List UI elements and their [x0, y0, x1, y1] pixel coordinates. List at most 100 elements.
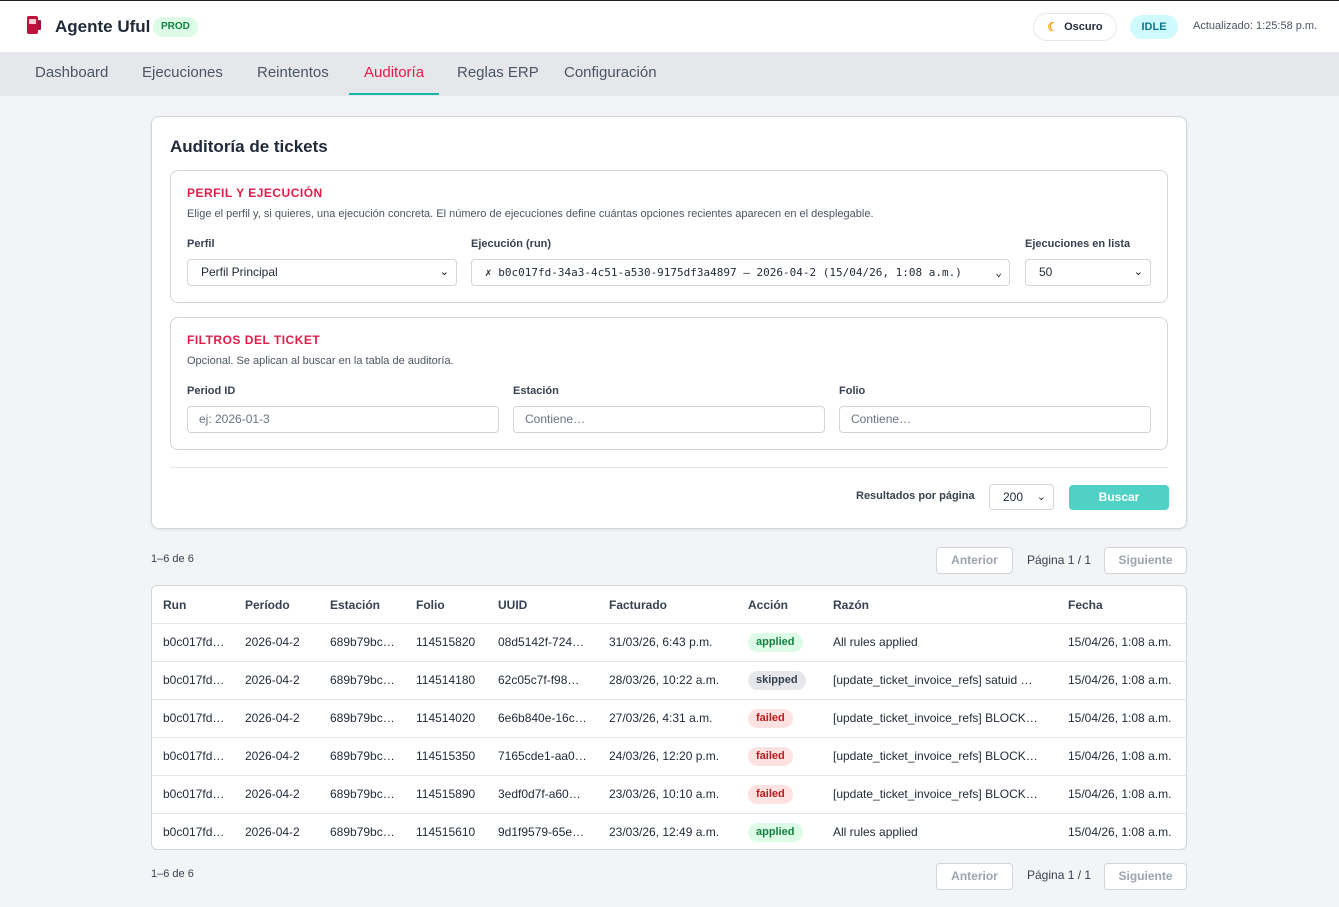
- profile-select[interactable]: Perfil Principal ⌄: [187, 259, 457, 286]
- folio-cell: 114515820: [416, 635, 476, 649]
- action-badge: failed: [748, 785, 793, 804]
- table-row[interactable]: b0c017fd… 2026-04-2 689b79bc… 114514180 62c0…: [152, 661, 1186, 699]
- period-label: Period ID: [187, 385, 236, 397]
- column-header: Run: [163, 598, 187, 612]
- date-cell: 15/04/26, 1:08 a.m.: [1068, 711, 1172, 725]
- tab-configuracion[interactable]: Configuración: [564, 64, 657, 81]
- column-header: Acción: [748, 598, 789, 612]
- prev-page-button[interactable]: Anterior: [936, 547, 1013, 574]
- table-row[interactable]: b0c017fd… 2026-04-2 689b79bc… 114515610 9d1f…: [152, 813, 1186, 849]
- period-cell: 2026-04-2: [245, 711, 300, 725]
- uuid-cell: 62c05c7f-f98…: [498, 673, 580, 687]
- run-select[interactable]: ✗ b0c017fd-34a3-4c51-a530-9175df3a4897 —…: [471, 259, 1010, 286]
- theme-toggle-label: Oscuro: [1064, 21, 1103, 33]
- fuel-pump-icon: [27, 16, 41, 34]
- chevron-down-icon: ⌄: [1036, 491, 1046, 503]
- run-cell: b0c017fd…: [163, 787, 225, 801]
- tab-ejecuciones[interactable]: Ejecuciones: [142, 64, 223, 81]
- tab-reintentos[interactable]: Reintentos: [257, 64, 329, 81]
- next-page-button[interactable]: Siguiente: [1104, 547, 1187, 574]
- action-badge: failed: [748, 747, 793, 766]
- period-input[interactable]: ej: 2026-01-3: [187, 406, 499, 433]
- app-title: Agente Uful: [55, 17, 151, 36]
- column-header: Estación: [330, 598, 381, 612]
- column-header: Folio: [416, 598, 445, 612]
- divider: [170, 467, 1168, 468]
- profile-section-description: Elige el perfil y, si quieres, una ejecu…: [187, 208, 874, 220]
- reason-cell: [update_ticket_invoice_refs] BLOCK…: [833, 787, 1038, 801]
- page-indicator: Página 1 / 1: [1027, 553, 1092, 567]
- table-row[interactable]: b0c017fd… 2026-04-2 689b79bc… 114514020 6e6b…: [152, 699, 1186, 737]
- table-row[interactable]: b0c017fd… 2026-04-2 689b79bc… 114515820 08d5…: [152, 623, 1186, 661]
- search-button[interactable]: Buscar: [1069, 485, 1169, 510]
- reason-cell: All rules applied: [833, 825, 918, 839]
- column-header: Fecha: [1068, 598, 1103, 612]
- invoiced-cell: 28/03/26, 10:22 a.m.: [609, 673, 720, 687]
- folio-cell: 114514020: [416, 711, 476, 725]
- nav-tabs: Dashboard Ejecuciones Reintentos Auditor…: [0, 52, 1339, 96]
- uuid-cell: 7165cde1-aa0…: [498, 749, 587, 763]
- date-cell: 15/04/26, 1:08 a.m.: [1068, 787, 1172, 801]
- period-cell: 2026-04-2: [245, 673, 300, 687]
- folio-input[interactable]: Contiene…: [839, 406, 1151, 433]
- page-indicator: Página 1 / 1: [1027, 868, 1092, 882]
- folio-label: Folio: [839, 385, 866, 397]
- action-badge: skipped: [748, 671, 806, 690]
- audit-table: Run Período Estación Folio UUID Facturad…: [151, 585, 1187, 850]
- station-input[interactable]: Contiene…: [513, 406, 825, 433]
- chevron-down-icon: ⌄: [1133, 266, 1143, 278]
- runs-count-label: Ejecuciones en lista: [1025, 238, 1131, 250]
- prev-page-button[interactable]: Anterior: [936, 863, 1013, 890]
- run-cell: b0c017fd…: [163, 673, 225, 687]
- station-label: Estación: [513, 385, 559, 397]
- column-header: Facturado: [609, 598, 668, 612]
- run-cell: b0c017fd…: [163, 825, 225, 839]
- results-per-page-select[interactable]: 200 ⌄: [989, 484, 1054, 510]
- station-cell: 689b79bc…: [330, 749, 395, 763]
- table-row[interactable]: b0c017fd… 2026-04-2 689b79bc… 114515350 7165…: [152, 737, 1186, 775]
- env-badge: PROD: [153, 17, 198, 37]
- next-page-button[interactable]: Siguiente: [1104, 863, 1187, 890]
- profile-section-title: PERFIL Y EJECUCIÓN: [187, 186, 323, 200]
- date-cell: 15/04/26, 1:08 a.m.: [1068, 749, 1172, 763]
- tab-dashboard[interactable]: Dashboard: [35, 64, 109, 81]
- period-cell: 2026-04-2: [245, 635, 300, 649]
- folio-cell: 114515350: [416, 749, 476, 763]
- uuid-cell: 6e6b840e-16c…: [498, 711, 587, 725]
- uuid-cell: 3edf0d7f-a60…: [498, 787, 581, 801]
- profile-select-value: Perfil Principal: [201, 265, 278, 279]
- updated-timestamp: Actualizado: 1:25:58 p.m.: [1193, 20, 1318, 32]
- reason-cell: [update_ticket_invoice_refs] BLOCK…: [833, 711, 1038, 725]
- folio-cell: 114514180: [416, 673, 476, 687]
- result-count: 1–6 de 6: [151, 553, 194, 565]
- column-header: UUID: [498, 598, 528, 612]
- invoiced-cell: 23/03/26, 10:10 a.m.: [609, 787, 720, 801]
- period-cell: 2026-04-2: [245, 825, 300, 839]
- date-cell: 15/04/26, 1:08 a.m.: [1068, 825, 1172, 839]
- runs-count-value: 50: [1039, 265, 1053, 279]
- tab-reglas-erp[interactable]: Reglas ERP: [457, 64, 539, 81]
- run-select-value: ✗ b0c017fd-34a3-4c51-a530-9175df3a4897 —…: [485, 266, 962, 279]
- tab-auditoria[interactable]: Auditoría: [349, 52, 440, 95]
- runs-count-select[interactable]: 50 ⌄: [1025, 259, 1151, 286]
- station-cell: 689b79bc…: [330, 673, 395, 687]
- station-cell: 689b79bc…: [330, 825, 395, 839]
- run-cell: b0c017fd…: [163, 635, 225, 649]
- invoiced-cell: 27/03/26, 4:31 a.m.: [609, 711, 713, 725]
- uuid-cell: 9d1f9579-65e…: [498, 825, 585, 839]
- reason-cell: All rules applied: [833, 635, 918, 649]
- table-row[interactable]: b0c017fd… 2026-04-2 689b79bc… 114515890 3edf…: [152, 775, 1186, 813]
- theme-toggle-button[interactable]: ☾ Oscuro: [1033, 13, 1117, 41]
- column-header: Período: [245, 598, 290, 612]
- page-title: Auditoría de tickets: [170, 137, 328, 156]
- action-badge: failed: [748, 709, 793, 728]
- results-per-page-label: Resultados por página: [856, 490, 975, 502]
- chevron-down-icon: ⌄: [995, 266, 1002, 279]
- action-badge: applied: [748, 633, 803, 652]
- reason-cell: [update_ticket_invoice_refs] satuid …: [833, 673, 1033, 687]
- invoiced-cell: 23/03/26, 12:49 a.m.: [609, 825, 720, 839]
- folio-cell: 114515890: [416, 787, 476, 801]
- status-badge: IDLE: [1130, 15, 1178, 39]
- period-cell: 2026-04-2: [245, 749, 300, 763]
- folio-cell: 114515610: [416, 825, 476, 839]
